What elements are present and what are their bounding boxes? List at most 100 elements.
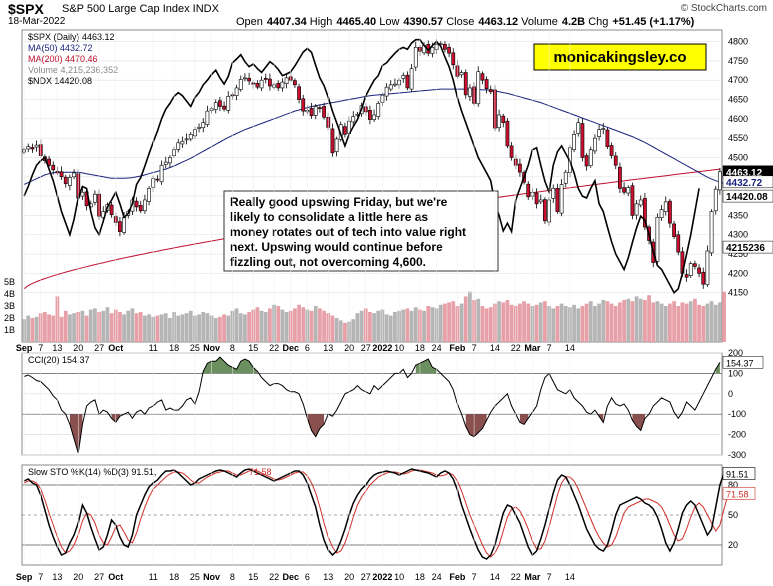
chart-header: $SPX S&P 500 Large Cap Index INDX 18-Mar…	[0, 0, 773, 30]
x-tick-label-bottom: 18	[415, 572, 425, 582]
candle-body	[184, 138, 189, 141]
candle-body	[247, 77, 251, 82]
volume-bar	[376, 310, 381, 342]
candle-body	[655, 217, 660, 262]
candle-body	[322, 106, 326, 118]
ndx-line	[23, 38, 700, 294]
x-tick-label: 10	[394, 343, 404, 353]
x-tick-label: 20	[344, 343, 354, 353]
candle-body	[159, 164, 164, 183]
volume-bar	[555, 306, 560, 342]
volume-bar	[297, 304, 301, 342]
price-tag-label: 4432.72	[726, 178, 763, 189]
volume-bar	[518, 303, 522, 342]
legend-entry: MA(50) 4432.72	[28, 43, 93, 53]
volume-bar	[463, 296, 468, 342]
volume-bar	[180, 314, 185, 342]
volume-bar	[368, 312, 372, 342]
volume-bar	[605, 301, 610, 342]
volume-bar	[718, 302, 722, 342]
x-tick-label: 6	[305, 343, 310, 353]
x-tick-label: 27	[94, 343, 104, 353]
x-tick-label: 14	[565, 343, 575, 353]
volume-bar	[647, 295, 651, 342]
volume-bar	[563, 306, 568, 342]
candle-body	[538, 199, 543, 203]
volume-bar	[372, 313, 376, 342]
x-tick-label-bottom: 25	[190, 572, 200, 582]
price-tick-label: 4650	[728, 95, 748, 105]
candle-body	[259, 79, 264, 89]
candle-body	[138, 205, 143, 212]
volume-bar	[163, 313, 168, 342]
x-tick-label: 24	[432, 343, 442, 353]
volume-bar	[238, 313, 243, 342]
volume-bar	[480, 306, 485, 342]
x-tick-label-bottom: 14	[490, 572, 500, 582]
volume-bar	[63, 310, 68, 342]
price-tag-label: 14420.08	[726, 192, 768, 203]
low-value: 4390.57	[403, 16, 444, 28]
volume-bar	[222, 314, 226, 342]
price-tick-label: 4800	[728, 37, 748, 47]
price-tag-box	[722, 175, 773, 189]
low-label: Low	[379, 16, 400, 28]
volume-bar	[26, 315, 31, 342]
cci-tick-label: 100	[728, 368, 743, 378]
volume-bar	[468, 291, 472, 342]
candle-body	[405, 74, 410, 89]
candle-body	[409, 68, 414, 90]
sto-d-line	[23, 469, 729, 558]
open-label: Open	[236, 16, 263, 28]
volume-bar	[59, 316, 64, 342]
volume-bar	[47, 314, 51, 342]
candle-body	[293, 80, 297, 86]
candle-body	[638, 199, 643, 206]
candle-body	[59, 171, 64, 178]
volume-bar	[34, 316, 39, 342]
volume-bar	[130, 308, 135, 342]
watermark-box	[533, 43, 707, 71]
x-tick-label: 7	[472, 343, 477, 353]
x-tick-label: 22	[511, 343, 521, 353]
candle-body	[688, 263, 693, 276]
close-value: 4463.12	[478, 16, 519, 28]
volume-bar	[155, 315, 160, 342]
volume-bar	[80, 310, 85, 342]
x-tick-label: Oct	[108, 343, 123, 353]
volume-bar	[88, 309, 93, 342]
volume-bar	[247, 312, 251, 342]
candle-body	[213, 102, 218, 110]
volume-bar	[338, 320, 343, 342]
volume-bar	[497, 301, 501, 342]
volume-bar	[705, 303, 710, 342]
volume-bar	[188, 310, 193, 342]
volume-bar	[447, 302, 451, 342]
x-tick-label-bottom: Mar	[524, 572, 541, 582]
volume-tick-label: 3B	[4, 301, 15, 311]
volume-bar	[609, 303, 614, 342]
close-label: Close	[446, 16, 475, 28]
x-tick-label-bottom: Oct	[108, 572, 123, 582]
volume-bar	[355, 313, 360, 342]
volume-bar	[584, 303, 589, 342]
cci-title: CCI(20) 154.37	[28, 355, 90, 365]
candle-body	[205, 110, 210, 125]
x-tick-label-bottom: Sep	[16, 572, 33, 582]
candle-body	[376, 103, 381, 117]
volume-bar	[255, 307, 260, 342]
volume-bar	[551, 308, 556, 342]
x-tick-label-bottom: 27	[94, 572, 104, 582]
volume-bar	[401, 309, 406, 342]
volume-bar	[68, 314, 72, 342]
candle-body	[155, 178, 160, 181]
x-tick-label-bottom: 10	[394, 572, 404, 582]
candle-body	[384, 86, 389, 97]
volume-bar	[638, 298, 643, 342]
candle-body	[447, 47, 451, 54]
price-tick-label: 4750	[728, 56, 748, 66]
volume-bar	[626, 298, 631, 342]
candle-body	[572, 134, 576, 151]
volume-bar	[197, 314, 201, 342]
watermark-text: monicakingsley.co	[553, 49, 686, 66]
